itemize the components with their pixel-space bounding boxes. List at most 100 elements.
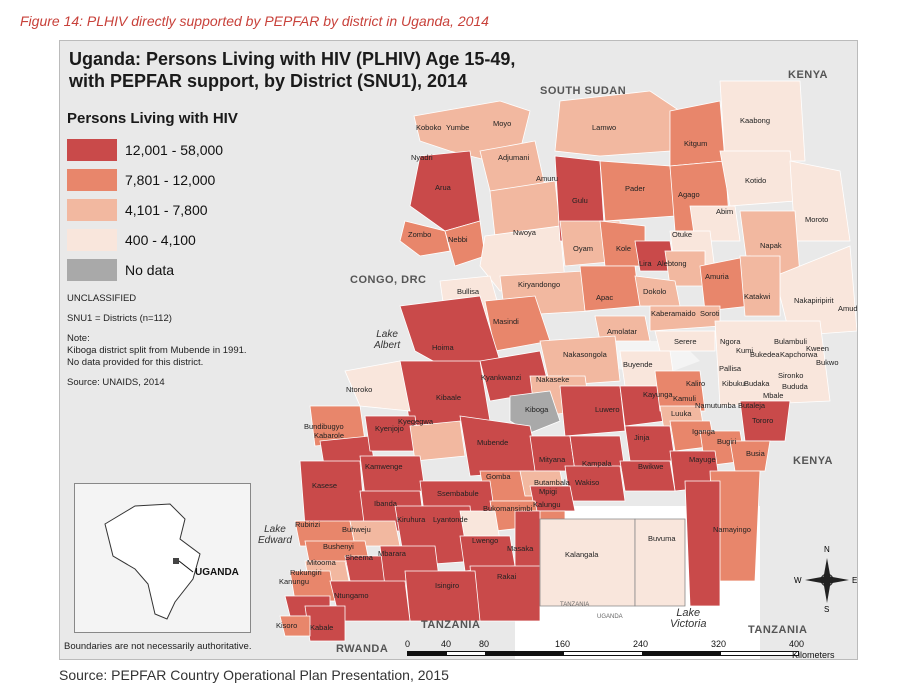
district-label: Amolatar [607, 327, 638, 336]
legend-row: 12,001 - 58,000 [67, 135, 223, 165]
district-label: Ntoroko [346, 385, 373, 394]
district-label: Kitgum [684, 139, 708, 148]
district-label: Isingiro [435, 581, 460, 590]
legend-label: 7,801 - 12,000 [125, 172, 216, 188]
district-kamuli-area [654, 370, 706, 412]
district-bwikwe-area [619, 460, 676, 492]
district-label: Lyantonde [433, 515, 468, 524]
scale-tick-0: 0 [405, 639, 411, 649]
district-label: Kabarole [314, 431, 345, 440]
district-label: Kaliro [686, 379, 706, 388]
map-title: Uganda: Persons Living with HIV (PLHIV) … [69, 48, 515, 92]
district-label: Yumbe [446, 123, 470, 132]
district-label: Masindi [493, 317, 519, 326]
district-buvuma-area [634, 518, 686, 607]
district-label: Tororo [752, 416, 774, 425]
district-label: Agago [678, 190, 700, 199]
district-label: Sheema [345, 553, 373, 562]
district-label: Moyo [493, 119, 512, 128]
district-label: TANZANIA [560, 602, 590, 608]
legend-swatch [67, 139, 117, 161]
legend-swatch [67, 199, 117, 221]
district-label: Koboko [416, 123, 442, 132]
district-label: Bushenyi [323, 542, 354, 551]
lake-edward-label: Lake Edward [258, 524, 292, 546]
district-kitgum-area [669, 100, 726, 167]
district-label: Masaka [507, 544, 534, 553]
district-moroto-area [789, 160, 851, 242]
scale-tick-80: 80 [479, 639, 490, 649]
district-label: Bundibugyo [304, 422, 344, 431]
district-busia-area [729, 440, 771, 472]
district-label: Kaabong [740, 116, 771, 125]
scale-unit: Kilometers [792, 650, 835, 660]
district-label: Kalungu [533, 500, 561, 509]
district-label: Amudat [838, 304, 858, 313]
district-serere-area [654, 330, 716, 352]
figure-source-text: Source: PEPFAR Country Operational Plan … [59, 667, 449, 683]
district-label: Ntungamo [334, 591, 369, 600]
district-label: Kyankwanzi [481, 373, 522, 382]
country-tanzania: TANZANIA [421, 619, 481, 631]
district-label: Buvuma [648, 534, 676, 543]
lake-victoria-label: Lake Victoria [670, 608, 706, 630]
district-label: Sironko [778, 371, 804, 380]
district-nakasongola-area [539, 335, 621, 387]
district-label: Abim [716, 207, 734, 216]
district-label: Kibaale [436, 393, 462, 402]
legend-label: 4,101 - 7,800 [125, 202, 208, 218]
district-label: Iganga [692, 427, 715, 436]
district-label: Mayuge [689, 455, 716, 464]
district-ntoroko-area [344, 360, 411, 412]
district-label: Bukedea [750, 350, 780, 359]
legend-row: No data [67, 255, 223, 285]
legend-label: 400 - 4,100 [125, 232, 196, 248]
district-label: Arua [435, 183, 451, 192]
district-label: Butaleja [738, 401, 766, 410]
district-label: Ngora [720, 337, 741, 346]
district-label: Kampala [582, 459, 612, 468]
inset-uganda-label: UGANDA [195, 567, 239, 578]
legend-row: 400 - 4,100 [67, 225, 223, 255]
district-label: Bullisa [457, 287, 480, 296]
district-label: Kanungu [279, 577, 310, 586]
compass-icon [805, 558, 849, 603]
district-label: Nakaseke [536, 375, 570, 384]
legend: 12,001 - 58,000 7,801 - 12,000 4,101 - 7… [67, 135, 223, 285]
district-label: Jinja [634, 433, 650, 442]
country-congo: CONGO, DRC [350, 274, 427, 286]
district-label: Nebbi [448, 235, 468, 244]
district-label: Serere [674, 337, 697, 346]
scale-tick-160: 160 [555, 639, 571, 649]
legend-title: Persons Living with HIV [67, 110, 238, 127]
district-amolatar-area [594, 315, 651, 342]
snu-note: SNU1 = Districts (n=112) [67, 313, 172, 324]
country-kenya-top: KENYA [788, 69, 828, 81]
lake-edward-line1: Lake [264, 524, 286, 535]
district-label: Amuria [705, 272, 729, 281]
lake-albert-line2: Albert [374, 340, 401, 351]
district-label: Katakwi [744, 292, 771, 301]
district-label: Kalangala [565, 550, 599, 559]
district-tororo-area [739, 400, 791, 442]
scale-tick-40: 40 [441, 639, 452, 649]
district-label: Nakapiripirit [794, 296, 834, 305]
district-kyegegwa-area [409, 420, 466, 462]
district-label: Bukomansimbi [483, 504, 533, 513]
district-label: Apac [596, 293, 614, 302]
country-kenya-right: KENYA [793, 455, 833, 467]
district-label: Kamwenge [365, 462, 403, 471]
district-label: Wakiso [575, 478, 600, 487]
district-label: Nwoya [513, 228, 536, 237]
source-note: Source: UNAIDS, 2014 [67, 377, 165, 388]
district-east-small [714, 320, 831, 407]
compass-e: E [852, 576, 858, 585]
figure-source: Source: PEPFAR Country Operational Plan … [59, 667, 449, 683]
district-label: Kamuli [673, 394, 696, 403]
country-south-sudan: SOUTH SUDAN [540, 85, 627, 97]
district-label: Lira [639, 259, 652, 268]
district-label: Ibanda [374, 499, 397, 508]
district-label: Bugiri [717, 437, 737, 446]
district-label: Mpigi [539, 487, 557, 496]
district-label: Dokolo [643, 287, 667, 296]
